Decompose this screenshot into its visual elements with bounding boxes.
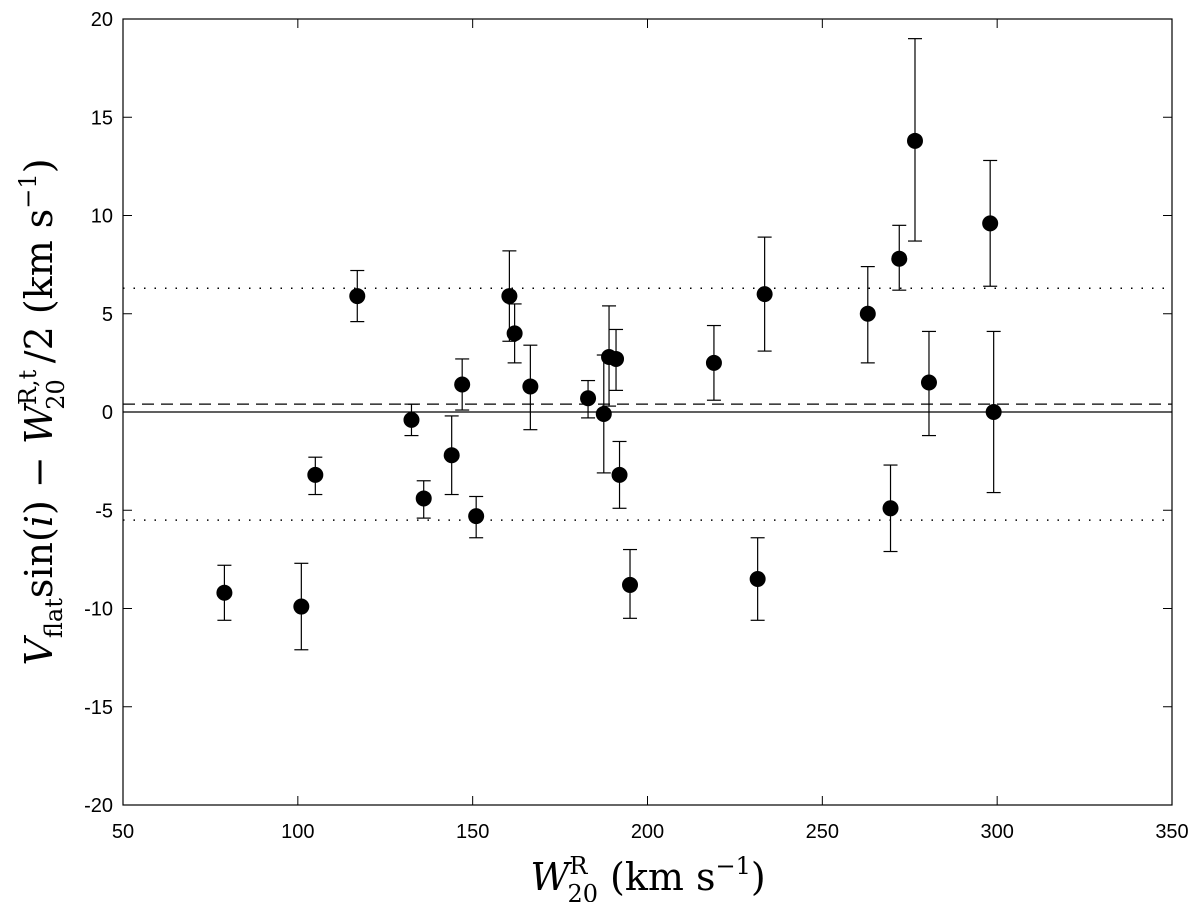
x-tick-label: 150 [456,821,489,843]
point-marker [705,354,722,371]
point-marker [468,508,485,525]
data-point [506,303,523,364]
data-point [891,224,908,291]
y-tick-label: -10 [84,599,113,621]
y-axis-label-close: ) [17,158,61,173]
point-marker [749,571,766,588]
point-marker [403,411,420,428]
data-point [443,415,460,496]
x-axis-label-unit: (km s [610,855,715,899]
data-point [454,358,471,411]
x-axis-label-unit-exp: −1 [715,852,750,880]
x-tick-label: 100 [281,821,314,843]
point-marker [415,490,432,507]
point-marker [454,376,471,393]
x-tick-label: 350 [1155,821,1188,843]
point-marker [506,325,523,342]
y-tick-label: -15 [84,697,113,719]
point-marker [920,374,937,391]
point-marker [611,466,628,483]
data-point [501,250,518,342]
data-points [216,38,1002,651]
data-point [859,265,876,364]
reference-lines [123,287,1172,521]
point-marker [756,286,773,303]
point-marker [906,132,923,149]
data-point [403,403,420,437]
point-marker [608,350,625,367]
y-axis-label-w: W [17,402,61,444]
y-tick-label: 15 [91,107,113,129]
point-marker [580,390,597,407]
y-tick-label: 20 [91,9,113,31]
data-point [580,379,597,419]
point-marker [443,447,460,464]
x-tick-label: 250 [806,821,839,843]
data-point [293,562,310,651]
x-tick-label: 50 [112,821,134,843]
y-tick-label: -20 [84,795,113,817]
x-axis-label-w: W [530,855,572,899]
point-marker [622,576,639,593]
data-point [882,464,899,553]
y-axis-label: Vflatsin(i) − WR,t20/2 (km s−1) [14,158,70,665]
y-axis-label-i: i [17,515,61,527]
data-point [216,564,233,621]
data-point [622,548,639,619]
data-point [522,344,539,431]
point-marker [501,288,518,305]
y-axis-label-unit-exp: −1 [14,173,42,208]
data-point [307,456,324,496]
data-point [906,38,923,242]
point-marker [307,466,324,483]
point-marker [985,404,1002,420]
x-axis-label: WR 20 (km s−1) [530,852,765,902]
data-point [608,328,625,391]
x-tick-label: 300 [980,821,1013,843]
point-marker [982,215,999,232]
x-axis-label-close: ) [751,855,766,899]
point-marker [522,378,539,395]
y-tick-label: 0 [102,402,113,424]
y-axis-label-v: V [17,635,61,666]
y-tick-label: 10 [91,206,113,228]
data-point [985,330,1002,494]
data-point [920,330,937,437]
data-point [415,480,432,519]
y-axis-label-w-sub: 20 [42,379,70,410]
point-marker [882,500,899,517]
data-point [705,324,722,401]
point-marker [349,288,366,305]
data-point [982,159,999,287]
point-marker [859,305,876,322]
point-marker [293,598,310,615]
x-axis-label-sub: 20 [567,880,598,902]
y-axis-label-mid: ) − [17,444,61,515]
x-axis-label-sup: R [569,852,588,880]
data-point [349,269,366,323]
y-axis-label-tail: /2 (km s [17,209,61,364]
data-point [468,495,485,539]
point-marker [891,250,908,267]
y-axis-label-v-sub: flat [40,598,68,638]
data-point [611,440,628,509]
y-tick-label: -5 [95,500,113,522]
y-axis-label-sin: sin( [17,527,61,598]
y-tick-label: 5 [102,304,113,326]
axis-ticks: 50 100 150 200 250 300 350 -20 -15 -10 -5 0 5 10 15 20 [84,9,1189,843]
data-point [756,236,773,352]
data-point [749,537,766,621]
y-axis-label-w-sup: R,t [14,369,42,405]
x-tick-label: 200 [631,821,664,843]
point-marker [595,405,612,422]
point-marker [216,584,233,601]
